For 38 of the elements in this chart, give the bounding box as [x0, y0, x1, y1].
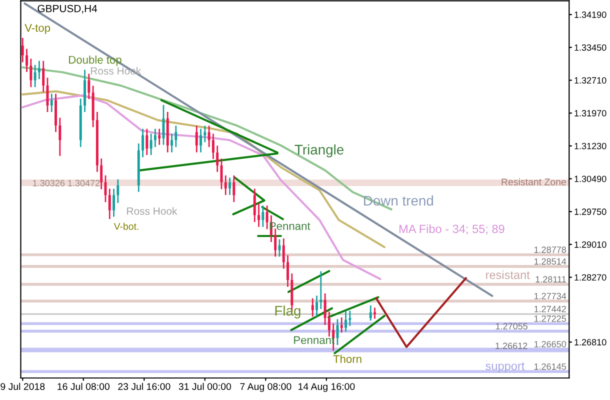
- y-tick-label: 1.33450: [574, 44, 606, 51]
- y-tick-label: 1.29750: [574, 208, 606, 215]
- annotation: V-bot.: [114, 222, 138, 230]
- x-tick-label: 7 Aug 08:00: [240, 383, 292, 392]
- annotation: Ross Hook: [127, 207, 178, 215]
- ref-line-label: 1.28778: [534, 246, 566, 253]
- y-tick-label: 1.28270: [574, 274, 606, 281]
- y-tick-label: 1.29010: [574, 241, 606, 248]
- ref-line-label: 1.27225: [534, 315, 566, 322]
- annotation: support: [486, 362, 525, 372]
- annotation: resistant: [486, 270, 530, 280]
- annotation: Thorn: [333, 354, 362, 363]
- y-tick-label: 1.34190: [574, 12, 606, 18]
- band-label: Resistant Zone: [502, 178, 566, 186]
- x-tick-label: 31 Jul 00:00: [178, 382, 232, 390]
- ref-line-label: 1.27442: [534, 306, 566, 312]
- x-tick-label: 14 Aug 16:00: [298, 383, 355, 392]
- ref-line-label: 1.28514: [534, 258, 566, 265]
- ref-line-label: 1.26612: [496, 342, 528, 350]
- ref-line-label: 1.27055: [496, 323, 528, 330]
- y-tick-label: 1.31230: [574, 142, 606, 150]
- annotation: Flag: [275, 305, 300, 318]
- chart-title: GBPUSD,H4: [38, 4, 98, 14]
- annotation: MA Fibo - 34; 55; 89: [400, 224, 504, 234]
- x-tick-label: 9 Jul 2018: [0, 382, 45, 390]
- annotation: 1.30326 1.30472: [32, 180, 100, 186]
- y-tick-label: 1.31970: [574, 110, 606, 116]
- ref-line-label: 1.26145: [534, 363, 566, 370]
- x-tick-label: 23 Jul 16:00: [118, 382, 170, 390]
- x-tick-label: 16 Jul 08:00: [58, 382, 110, 390]
- ref-line-label: 1.27734: [534, 292, 566, 300]
- annotation: Triangle: [294, 144, 344, 158]
- y-tick-label: 1.32710: [574, 77, 606, 84]
- y-tick-label: 1.26810: [574, 339, 606, 346]
- y-tick-label: 1.30490: [574, 176, 606, 182]
- ref-line-label: 1.26650: [534, 340, 566, 348]
- ref-line-label: 1.28111: [536, 276, 566, 283]
- annotation: V-top: [24, 24, 50, 34]
